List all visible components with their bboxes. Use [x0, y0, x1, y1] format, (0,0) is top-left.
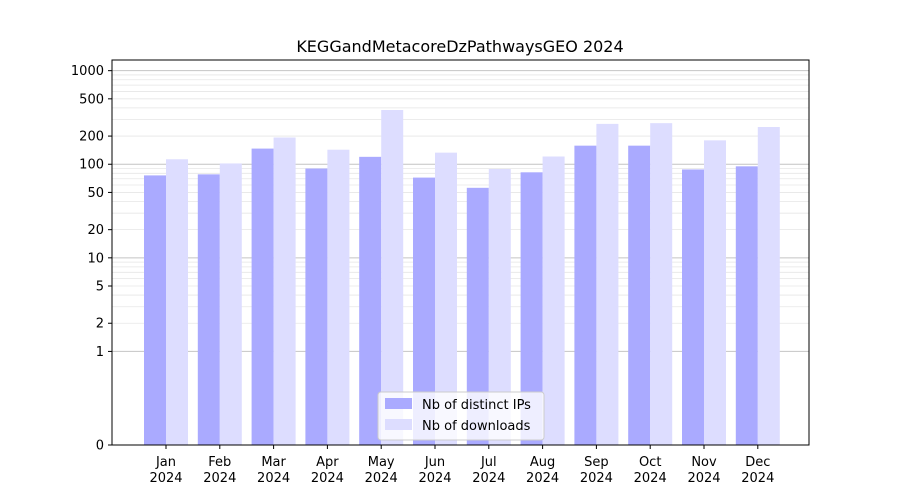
- y-tick-label: 1: [96, 345, 104, 360]
- y-axis: 0 1 2 5 10 20 50 100 200 500 1000: [71, 64, 112, 454]
- bar-distinct-ips: [413, 177, 435, 446]
- bar-downloads: [166, 159, 188, 446]
- bar-downloads: [596, 123, 619, 445]
- plot-frame: [111, 59, 810, 446]
- x-tick-label: Sep 2024: [580, 455, 613, 486]
- bar-downloads: [381, 109, 404, 446]
- x-tick-label: Mar 2024: [257, 455, 290, 486]
- x-tick-label: May 2024: [365, 455, 398, 486]
- x-tick-label: Apr 2024: [311, 455, 344, 486]
- bar-distinct-ips: [682, 169, 704, 446]
- bar-distinct-ips: [574, 145, 597, 445]
- bar-downloads: [542, 156, 565, 446]
- x-axis: Jan 2024 Feb 2024 Mar 2024 Apr 2024 May 2024 Jun 20…: [149, 445, 774, 486]
- y-tick-label: 1000: [71, 64, 104, 79]
- bar-downloads: [650, 123, 673, 446]
- bar-downloads: [757, 127, 780, 445]
- bar-distinct-ips: [144, 175, 166, 445]
- x-tick-label: Jun 2024: [418, 455, 451, 486]
- legend-label-downloads: Nb of downloads: [422, 419, 531, 434]
- bars: [144, 109, 780, 446]
- x-tick-label: Aug 2024: [526, 455, 559, 486]
- y-tick-label: 5: [96, 280, 104, 295]
- bar-distinct-ips: [359, 156, 382, 446]
- bar-downloads: [488, 168, 511, 445]
- x-tick-label: Nov 2024: [687, 455, 720, 486]
- y-tick-label: 500: [79, 92, 104, 107]
- legend-swatch-distinct-ips: [385, 398, 412, 409]
- y-tick-label: 0: [96, 439, 104, 454]
- bar-distinct-ips: [466, 187, 489, 445]
- bar-downloads: [327, 149, 350, 445]
- bar-downloads: [219, 163, 242, 445]
- y-tick-label: 10: [87, 251, 104, 266]
- x-tick-label: Dec 2024: [741, 455, 774, 486]
- chart-title: KEGGandMetacoreDzPathwaysGEO 2024: [296, 37, 623, 56]
- y-tick-label: 2: [96, 317, 104, 332]
- bar-distinct-ips: [305, 168, 328, 445]
- bar-downloads: [704, 140, 726, 445]
- x-tick-label: Oct 2024: [634, 455, 667, 486]
- y-tick-label: 50: [87, 186, 104, 201]
- bar-distinct-ips: [520, 172, 543, 446]
- y-tick-label: 100: [79, 158, 104, 173]
- bar-distinct-ips: [628, 145, 651, 445]
- x-tick-label: Jul 2024: [472, 455, 505, 486]
- bar-downloads: [273, 137, 296, 446]
- bar-distinct-ips: [197, 174, 220, 445]
- legend-label-distinct-ips: Nb of distinct IPs: [422, 398, 531, 413]
- x-tick-label: Feb 2024: [203, 455, 236, 486]
- bar-downloads: [435, 152, 457, 445]
- y-tick-label: 200: [79, 130, 104, 145]
- y-tick-label: 20: [87, 223, 104, 238]
- legend-swatch-downloads: [385, 419, 412, 430]
- legend: Nb of distinct IPs Nb of downloads: [377, 391, 545, 441]
- bar-distinct-ips: [735, 166, 758, 445]
- legend-box: [377, 391, 545, 441]
- x-tick-label: Jan 2024: [149, 455, 182, 486]
- bar-distinct-ips: [251, 148, 274, 445]
